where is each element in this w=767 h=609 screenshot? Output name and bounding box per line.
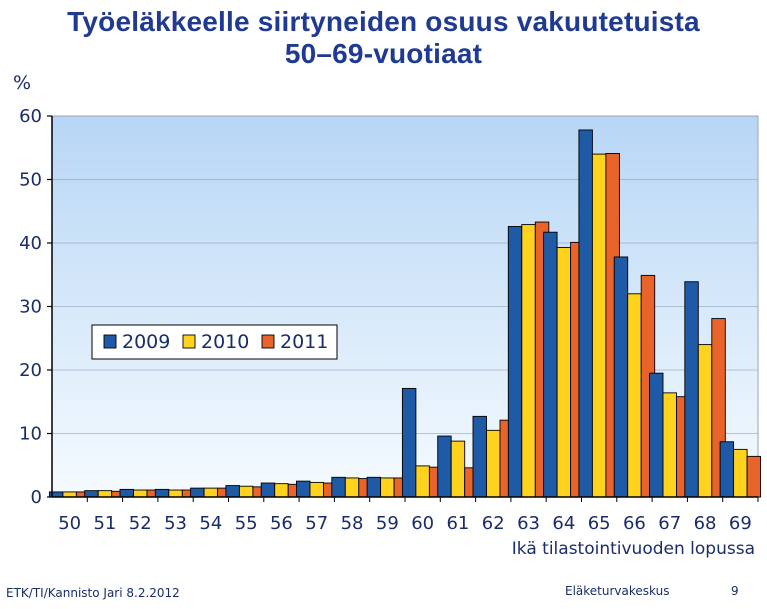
bar-2009-52 (119, 488, 134, 498)
bar-2009-61 (437, 435, 452, 498)
x-tick-label: 62 (482, 513, 505, 534)
chart-title-line-1: Työeläkkeelle siirtyneiden osuus vakuute… (67, 6, 700, 37)
bar-2010-58 (344, 477, 360, 498)
x-tick-label: 50 (58, 513, 81, 534)
bar-2009-65 (578, 129, 593, 498)
legend-label: 2009 (122, 331, 170, 353)
x-tick-label: 64 (552, 513, 575, 534)
footer-organization: Eläketurvakeskus (565, 584, 670, 598)
bar-2009-68 (684, 281, 699, 498)
legend-label: 2010 (201, 331, 249, 353)
bar-2009-58 (331, 476, 346, 498)
bar-2010-65 (591, 153, 607, 498)
x-tick-label: 65 (588, 513, 611, 534)
x-tick-label: 59 (376, 513, 399, 534)
footer-author-date: ETK/TI/Kannisto Jari 8.2.2012 (6, 586, 180, 600)
bar-2009-53 (154, 488, 170, 498)
bar-2010-59 (380, 477, 395, 498)
legend-swatch-2009 (103, 334, 117, 349)
bar-2009-69 (719, 441, 735, 498)
legend-box (91, 324, 338, 360)
bar-2009-57 (296, 480, 311, 498)
bar-2010-57 (309, 481, 324, 498)
page-number: 9 (731, 584, 739, 598)
bar-2010-69 (733, 448, 748, 498)
bar-2009-59 (366, 476, 382, 498)
y-tick-label: 20 (19, 360, 42, 381)
bar-2009-51 (84, 490, 99, 498)
y-tick-labels: 0 10 20 30 40 50 60 (19, 106, 52, 508)
x-tick-label: 53 (164, 513, 187, 534)
y-tick-label: 30 (19, 297, 42, 318)
x-tick-label: 54 (199, 513, 222, 534)
bar-2010-50 (62, 491, 77, 498)
bar-2010-66 (627, 293, 642, 498)
x-tick-label: 55 (235, 513, 258, 534)
bar-2010-63 (521, 224, 536, 498)
bar-2010-61 (450, 440, 466, 498)
bar-2010-53 (168, 489, 183, 498)
x-tick-label: 63 (517, 513, 540, 534)
x-tick-label: 67 (658, 513, 681, 534)
y-axis-unit-label: % (13, 72, 32, 94)
bar-2010-64 (556, 246, 572, 498)
y-tick-label: 50 (19, 170, 42, 191)
bar-2011-69 (746, 455, 762, 498)
bar-2010-51 (97, 490, 113, 498)
bar-2009-56 (260, 482, 276, 498)
bar-2009-63 (507, 226, 523, 498)
bar-2009-60 (401, 387, 417, 498)
x-tick-label: 61 (446, 513, 469, 534)
y-tick-label: 40 (19, 233, 42, 254)
bar-2010-52 (133, 489, 148, 498)
chart-title-line-2: 50–69-vuotiaat (284, 38, 483, 69)
y-tick-label: 60 (19, 106, 42, 127)
bar-2010-56 (274, 483, 289, 498)
x-tick-label: 57 (305, 513, 328, 534)
chart-title: Työeläkkeelle siirtyneiden osuus vakuute… (0, 6, 767, 70)
bar-2009-55 (225, 485, 240, 498)
bar-2010-54 (203, 487, 219, 498)
bar-2010-60 (415, 465, 430, 498)
x-tick-label: 66 (623, 513, 646, 534)
y-tick-label: 0 (31, 487, 42, 508)
bar-2009-64 (543, 231, 558, 498)
bar-2009-62 (472, 415, 487, 498)
x-tick-label: 52 (129, 513, 152, 534)
legend-swatch-2010 (182, 334, 196, 349)
legend-swatch-2011 (261, 334, 275, 349)
bar-2010-62 (486, 429, 501, 498)
bars (48, 129, 762, 498)
legend-label: 2011 (280, 331, 328, 353)
bar-2009-67 (649, 372, 664, 498)
x-tick-label: 58 (341, 513, 364, 534)
x-tick-label: 56 (270, 513, 293, 534)
y-tick-label: 10 (19, 424, 42, 445)
x-axis-label: Ikä tilastointivuoden lopussa (512, 539, 755, 559)
bar-2010-55 (238, 485, 254, 498)
bar-2009-66 (613, 256, 629, 498)
x-tick-label: 69 (729, 513, 752, 534)
x-tick-label: 68 (694, 513, 717, 534)
bar-2010-67 (662, 392, 677, 498)
legend: 2009 2010 2011 (91, 324, 338, 360)
x-tick-label: 60 (411, 513, 434, 534)
x-tick-label: 51 (93, 513, 116, 534)
bar-2010-68 (697, 344, 713, 498)
bar-2009-54 (190, 487, 205, 498)
x-tick-labels: 50 51 52 53 54 55 56 57 58 59 60 61 62 63 64 65 66 67 68 69 (58, 497, 759, 534)
